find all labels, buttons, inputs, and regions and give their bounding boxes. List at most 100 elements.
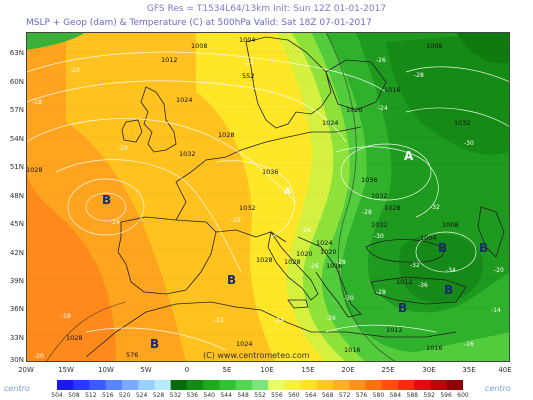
scale-value: 504 (51, 392, 63, 399)
scale-value: 592 (423, 392, 435, 399)
coastline-black-sea (365, 239, 444, 263)
coastline-italy (267, 230, 319, 301)
isobar (405, 66, 510, 83)
coastline-ireland (121, 119, 143, 143)
scale-value: 528 (152, 392, 165, 399)
pressure-label: 1016 (384, 86, 401, 94)
temperature-label: -20 (34, 353, 44, 360)
scale-value: 556 (271, 392, 283, 399)
scale-swatch (365, 380, 383, 390)
scale-value: 600 (457, 392, 469, 399)
low-pressure-center: B (438, 241, 447, 255)
coastline-balkans (297, 236, 362, 318)
isobar (85, 192, 127, 222)
lon-label: 20W (18, 366, 34, 374)
pressure-label: 1028 (256, 256, 273, 264)
scale-swatch (268, 380, 285, 390)
temperature-label: -30 (464, 140, 474, 147)
temperature-label: -28 (362, 209, 372, 216)
scale-swatch (89, 380, 107, 390)
coastline-caspian (477, 206, 505, 258)
temperature-label: -26 (309, 263, 319, 270)
scale-swatch (284, 380, 301, 390)
logo-left: centro (4, 384, 30, 393)
pressure-label: 1036 (361, 176, 378, 184)
temperature-label: -26 (326, 315, 336, 322)
pressure-label: 1020 (346, 106, 363, 114)
lat-label: 63N (9, 49, 24, 57)
coastline-turkey (370, 276, 467, 305)
coastline-iberia (117, 216, 217, 295)
scale-value: 568 (321, 392, 334, 399)
scale-swatch (138, 380, 155, 390)
pressure-label: 1004 (420, 234, 437, 242)
isobar (215, 160, 295, 238)
lat-label: 54N (9, 135, 24, 143)
scale-swatch (430, 380, 448, 390)
temperature-label: -20 (118, 145, 128, 152)
low-pressure-center: B (398, 301, 407, 315)
temperature-label: -18 (61, 313, 71, 320)
temperature-label: -32 (410, 262, 420, 269)
scale-value: 596 (440, 392, 452, 399)
lat-label: 33N (9, 334, 24, 342)
pressure-label: 1012 (386, 326, 403, 334)
graticule (26, 51, 510, 336)
pressure-label: 1028 (26, 166, 43, 174)
temperature-label: -34 (446, 267, 456, 274)
lon-label: 5W (140, 366, 152, 374)
scale-swatch (414, 380, 431, 390)
scale-swatch (349, 380, 366, 390)
lat-label: 51N (9, 163, 24, 171)
lon-label: 0 (184, 366, 190, 374)
pressure-label: 1032 (371, 221, 388, 229)
lon-label: 40E (498, 366, 512, 374)
temp-field-green-northwest (26, 32, 86, 50)
pressure-label: 576 (126, 351, 138, 359)
lon-label: 30E (422, 366, 436, 374)
pressure-label: 1036 (262, 168, 279, 176)
temperature-label: -20 (494, 267, 504, 274)
scale-value: 524 (135, 392, 148, 399)
low-pressure-center: B (479, 241, 488, 255)
scale-value: 520 (118, 392, 131, 399)
coastline-sicily (287, 299, 309, 309)
lat-label: 42N (9, 249, 24, 257)
temperature-label: -24 (110, 219, 120, 226)
low-pressure-center: B (102, 193, 111, 207)
lat-label: 57N (9, 106, 24, 114)
isobar (405, 107, 510, 128)
scale-value: 544 (220, 392, 232, 399)
scale-value: 532 (169, 392, 182, 399)
temperature-label: -14 (491, 307, 501, 314)
lat-label: 36N (9, 305, 24, 313)
credit-text: (C) www.centrometeo.com (203, 351, 310, 360)
temperature-label: -32 (430, 204, 440, 211)
temperature-label: -28 (336, 259, 346, 266)
pressure-label: 1028 (66, 334, 83, 342)
temperature-label: -28 (376, 289, 386, 296)
scale-swatch (219, 380, 236, 390)
temperature-label: -16 (464, 341, 474, 348)
pressure-label: 1020 (296, 250, 313, 258)
geopotential-contour (45, 301, 127, 362)
lat-label: 60N (9, 78, 24, 86)
lat-label: 39N (9, 277, 24, 285)
lat-label: 30N (9, 356, 24, 364)
isobars (26, 51, 510, 351)
lon-label: 35E (462, 366, 476, 374)
logo-right: centro (485, 384, 511, 393)
lat-label: 48N (9, 192, 24, 200)
scale-swatch (235, 380, 253, 390)
pressure-labels: 1008 1004 1012 1008 1024 1020 1016 1032 … (26, 36, 471, 359)
scale-swatch (446, 380, 463, 390)
pressure-label: 552 (242, 72, 254, 80)
isobar (26, 80, 347, 143)
pressure-label: 1016 (344, 346, 361, 354)
isobar (335, 146, 439, 218)
coastline-north-europe (175, 126, 362, 221)
scale-swatch (333, 380, 350, 390)
map-canvas: 1008 1004 1012 1008 1024 1020 1016 1032 … (26, 32, 510, 362)
pressure-label: 1020 (320, 248, 337, 256)
pressure-label: 1008 (191, 42, 208, 50)
